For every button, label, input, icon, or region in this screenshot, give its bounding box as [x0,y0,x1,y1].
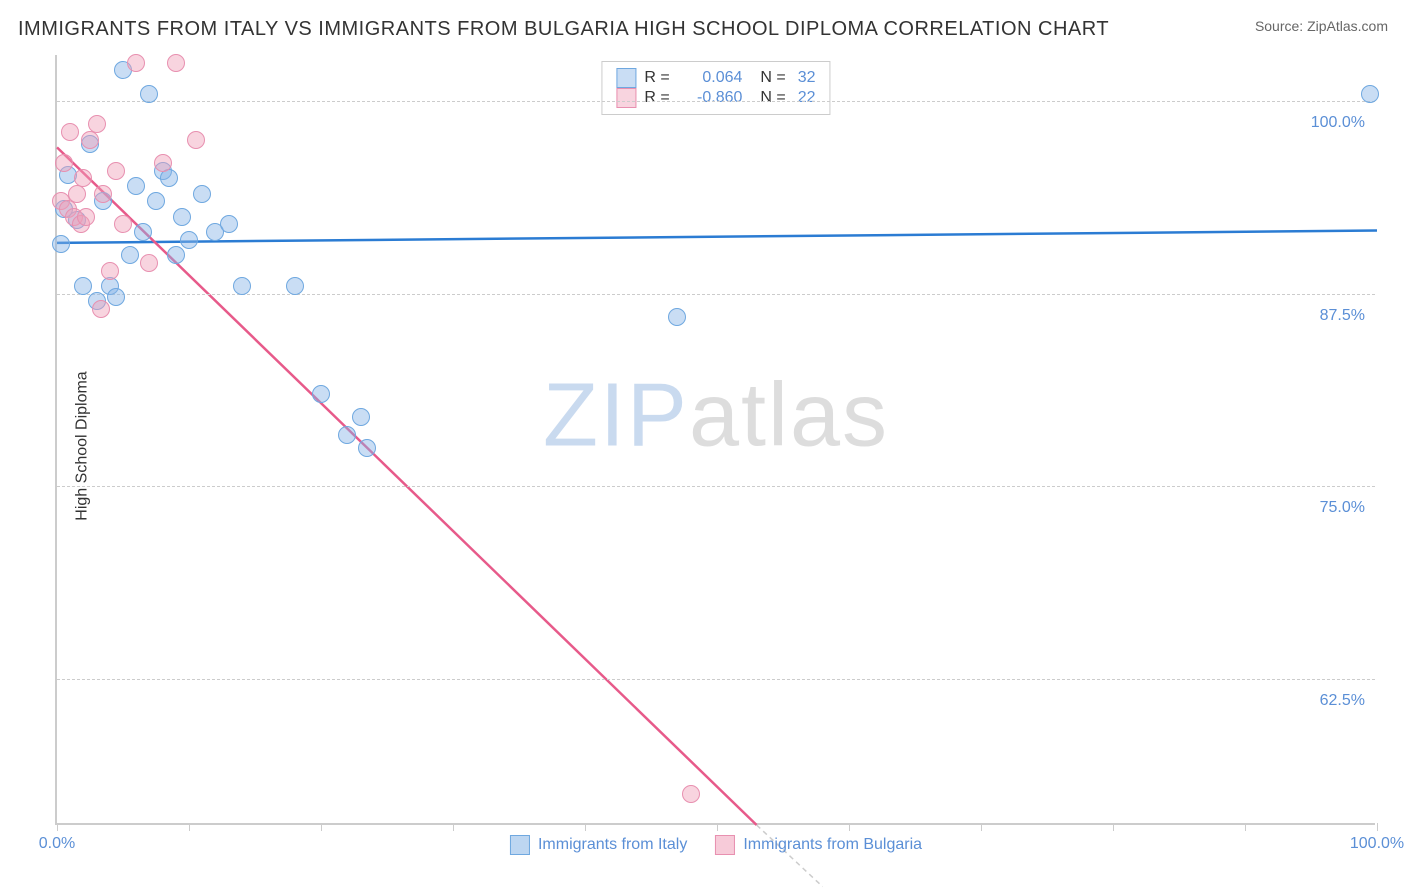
scatter-point [92,300,110,318]
correlation-legend: R = 0.064 N = 32 R = -0.860 N = 22 [601,61,830,115]
scatter-point [88,115,106,133]
legend-label: Immigrants from Italy [538,836,687,854]
r-label: R = [644,69,674,87]
scatter-point [121,246,139,264]
gridline [57,294,1375,295]
scatter-point [74,277,92,295]
scatter-point [77,208,95,226]
scatter-point [55,154,73,172]
scatter-point [127,54,145,72]
scatter-point [127,177,145,195]
trend-line [57,231,1377,243]
scatter-point [52,235,70,253]
x-tick [717,823,718,831]
x-tick [453,823,454,831]
gridline [57,679,1375,680]
legend-swatch [715,835,735,855]
n-label: N = [760,69,785,87]
r-value-bulgaria: -0.860 [682,89,742,107]
scatter-point [154,154,172,172]
scatter-point [140,85,158,103]
scatter-point [187,131,205,149]
scatter-point [140,254,158,272]
scatter-point [167,246,185,264]
trend-lines-layer [57,55,1375,823]
x-tick [1245,823,1246,831]
scatter-point [107,162,125,180]
correlation-row-2: R = -0.860 N = 22 [616,88,815,108]
correlation-row-1: R = 0.064 N = 32 [616,68,815,88]
scatter-point [312,385,330,403]
legend-item: Immigrants from Italy [510,835,687,855]
scatter-point [107,288,125,306]
x-tick [585,823,586,831]
legend-item: Immigrants from Bulgaria [715,835,922,855]
scatter-point [668,308,686,326]
scatter-point [61,123,79,141]
scatter-point [134,223,152,241]
scatter-point [180,231,198,249]
gridline [57,486,1375,487]
scatter-point [68,185,86,203]
legend-swatch [510,835,530,855]
legend-swatch-italy [616,68,636,88]
watermark: ZIPatlas [543,364,889,467]
chart-title: IMMIGRANTS FROM ITALY VS IMMIGRANTS FROM… [18,18,1109,41]
y-tick-label: 100.0% [1311,114,1365,132]
x-tick [1377,823,1378,831]
scatter-point [338,426,356,444]
scatter-point [94,185,112,203]
scatter-point [101,262,119,280]
scatter-point [193,185,211,203]
chart-header: IMMIGRANTS FROM ITALY VS IMMIGRANTS FROM… [18,18,1388,41]
scatter-point [114,215,132,233]
y-tick-label: 87.5% [1320,307,1365,325]
x-tick [189,823,190,831]
scatter-point [220,215,238,233]
x-tick [849,823,850,831]
scatter-point [74,169,92,187]
scatter-point [286,277,304,295]
series-legend: Immigrants from Italy Immigrants from Bul… [510,835,922,855]
scatter-point [167,54,185,72]
x-tick [981,823,982,831]
y-tick-label: 62.5% [1320,692,1365,710]
scatter-point [147,192,165,210]
x-tick [1113,823,1114,831]
chart-source: Source: ZipAtlas.com [1255,18,1388,34]
n-label: N = [760,89,785,107]
gridline [57,101,1375,102]
x-tick-label: 0.0% [39,835,75,853]
x-tick-label: 100.0% [1350,835,1404,853]
scatter-point [682,785,700,803]
scatter-point [1361,85,1379,103]
legend-swatch-bulgaria [616,88,636,108]
r-label: R = [644,89,674,107]
chart-plot-area: ZIPatlas R = 0.064 N = 32 R = -0.860 N =… [55,55,1375,825]
scatter-point [160,169,178,187]
scatter-point [358,439,376,457]
n-value-bulgaria: 22 [798,89,816,107]
watermark-atlas: atlas [689,365,889,465]
scatter-point [173,208,191,226]
y-tick-label: 75.0% [1320,499,1365,517]
scatter-point [352,408,370,426]
x-tick [321,823,322,831]
x-tick [57,823,58,831]
scatter-point [81,131,99,149]
legend-label: Immigrants from Bulgaria [743,836,922,854]
scatter-point [233,277,251,295]
n-value-italy: 32 [798,69,816,87]
r-value-italy: 0.064 [682,69,742,87]
watermark-zip: ZIP [543,365,689,465]
